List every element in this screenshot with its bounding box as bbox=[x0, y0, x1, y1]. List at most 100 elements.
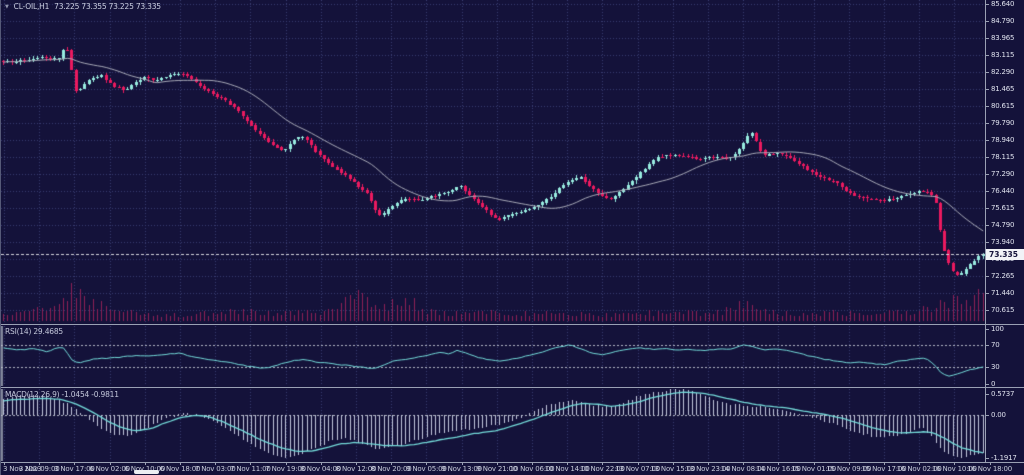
time-axis-tick bbox=[180, 462, 181, 465]
time-axis-label: 6 Nov 10:00 bbox=[124, 465, 166, 473]
price-axis-label: 83.115 bbox=[991, 51, 1015, 59]
time-axis-label: 16 Nov 18:00 bbox=[967, 465, 1012, 473]
time-axis-tick bbox=[602, 462, 603, 465]
time-axis-label: 13 Nov 15:00 bbox=[650, 465, 696, 473]
time-axis-tick bbox=[356, 462, 357, 465]
price-axis-label: 74.790 bbox=[991, 221, 1015, 229]
axis-tick bbox=[985, 140, 989, 141]
axis-tick bbox=[985, 55, 989, 56]
time-axis-tick bbox=[4, 462, 5, 465]
time-axis-tick bbox=[286, 462, 287, 465]
time-axis-tick bbox=[567, 462, 568, 465]
axis-tick bbox=[985, 123, 989, 124]
time-axis-label: 9 Nov 05:00 bbox=[406, 465, 447, 473]
axis-tick bbox=[985, 276, 989, 277]
axis-tick bbox=[985, 72, 989, 73]
time-axis-label: 15 Nov 17:00 bbox=[861, 465, 907, 473]
time-axis-label: 8 Nov 12:00 bbox=[335, 465, 377, 473]
price-axis-label: 78.115 bbox=[991, 153, 1015, 161]
time-axis-label: 14 Nov 08:00 bbox=[720, 465, 766, 473]
time-axis-label: 9 Nov 21:00 bbox=[476, 465, 518, 473]
axis-tick bbox=[985, 310, 989, 311]
price-axis-label: 82.290 bbox=[991, 68, 1015, 76]
time-axis-label: 14 Nov 16:00 bbox=[755, 465, 801, 473]
time-axis-tick bbox=[638, 462, 639, 465]
time-axis-tick bbox=[250, 462, 251, 465]
chart-menu-triangle-icon[interactable]: ▼ bbox=[5, 3, 9, 10]
macd-axis-label: 0.00 bbox=[991, 411, 1006, 419]
time-axis-label: 15 Nov 01:00 bbox=[791, 465, 836, 473]
time-axis-label: 7 Nov 19:00 bbox=[265, 465, 306, 473]
time-axis-tick bbox=[321, 462, 322, 465]
rsi-panel-canvas[interactable] bbox=[1, 326, 985, 386]
time-axis-tick bbox=[497, 462, 498, 465]
time-axis-label: 13 Nov 07:00 bbox=[615, 465, 660, 473]
time-axis-label: 7 Nov 03:00 bbox=[194, 465, 236, 473]
time-axis-tick bbox=[110, 462, 111, 465]
price-chart-canvas[interactable] bbox=[1, 0, 985, 323]
chart-ohlc-values: 73.225 73.355 73.225 73.335 bbox=[54, 2, 161, 11]
axis-tick bbox=[985, 225, 989, 226]
rsi-axis-label: 70 bbox=[991, 341, 1000, 349]
time-axis-tick bbox=[708, 462, 709, 465]
time-axis-label: 8 Nov 20:00 bbox=[370, 465, 412, 473]
time-axis-tick bbox=[74, 462, 75, 465]
current-price-value: 73.335 bbox=[989, 250, 1018, 259]
price-axis-label: 83.965 bbox=[991, 34, 1015, 42]
axis-tick bbox=[985, 38, 989, 39]
price-axis-label: 80.615 bbox=[991, 102, 1015, 110]
time-axis-tick bbox=[426, 462, 427, 465]
macd-indicator-label: MACD(12,26,9) -1.0454 -0.9811 bbox=[5, 390, 119, 399]
time-axis-tick bbox=[462, 462, 463, 465]
axis-tick bbox=[985, 106, 989, 107]
macd-panel-canvas[interactable] bbox=[1, 389, 985, 461]
axis-tick bbox=[985, 345, 989, 346]
price-axis-label: 76.440 bbox=[991, 187, 1015, 195]
time-axis-tick bbox=[391, 462, 392, 465]
rsi-axis-label: 30 bbox=[991, 363, 1000, 371]
time-axis-tick bbox=[778, 462, 779, 465]
time-axis-label: 16 Nov 10:00 bbox=[931, 465, 977, 473]
time-axis-label: 9 Nov 13:00 bbox=[441, 465, 482, 473]
time-axis-label: 3 Nov 2023 bbox=[3, 465, 42, 473]
axis-tick bbox=[985, 89, 989, 90]
time-axis-tick bbox=[673, 462, 674, 465]
time-axis-tick bbox=[990, 462, 991, 465]
time-axis-label: 3 Nov 09:00 bbox=[18, 465, 60, 473]
price-axis-label: 85.640 bbox=[991, 0, 1015, 8]
axis-tick bbox=[985, 394, 989, 395]
time-axis-tick bbox=[145, 462, 146, 465]
axis-tick bbox=[985, 208, 989, 209]
rsi-indicator-label: RSI(14) 29.4685 bbox=[5, 327, 63, 336]
time-axis-label: 8 Nov 04:00 bbox=[300, 465, 342, 473]
price-axis-label: 79.790 bbox=[991, 119, 1015, 127]
rsi-axis-label: 100 bbox=[991, 325, 1004, 333]
time-axis-tick bbox=[954, 462, 955, 465]
macd-axis-label: -1.1917 bbox=[991, 454, 1017, 462]
price-axis-label: 77.290 bbox=[991, 170, 1015, 178]
axis-tick bbox=[985, 384, 989, 385]
axis-tick bbox=[985, 174, 989, 175]
price-axis-label: 78.940 bbox=[991, 136, 1015, 144]
price-axis-label: 84.790 bbox=[991, 17, 1015, 25]
axis-tick bbox=[985, 458, 989, 459]
chart-symbol-period: CL-OIL,H1 bbox=[13, 2, 50, 11]
panel-separator[interactable] bbox=[1, 387, 1024, 388]
panel-separator[interactable] bbox=[1, 324, 1024, 325]
axis-tick bbox=[985, 191, 989, 192]
price-axis-label: 72.265 bbox=[991, 272, 1015, 280]
time-axis-tick bbox=[884, 462, 885, 465]
price-axis-separator bbox=[985, 0, 986, 462]
axis-tick bbox=[985, 157, 989, 158]
axis-tick bbox=[985, 415, 989, 416]
axis-tick bbox=[985, 21, 989, 22]
axis-tick bbox=[985, 329, 989, 330]
time-axis-label: 3 Nov 17:00 bbox=[54, 465, 95, 473]
chart-title: ▼ CL-OIL,H1 73.225 73.355 73.225 73.335 bbox=[5, 2, 161, 11]
time-axis-tick bbox=[814, 462, 815, 465]
time-axis-tick bbox=[39, 462, 40, 465]
price-axis-label: 73.940 bbox=[991, 238, 1015, 246]
time-axis-label: 6 Nov 18:00 bbox=[159, 465, 201, 473]
h-scrollbar-thumb[interactable] bbox=[134, 470, 159, 474]
